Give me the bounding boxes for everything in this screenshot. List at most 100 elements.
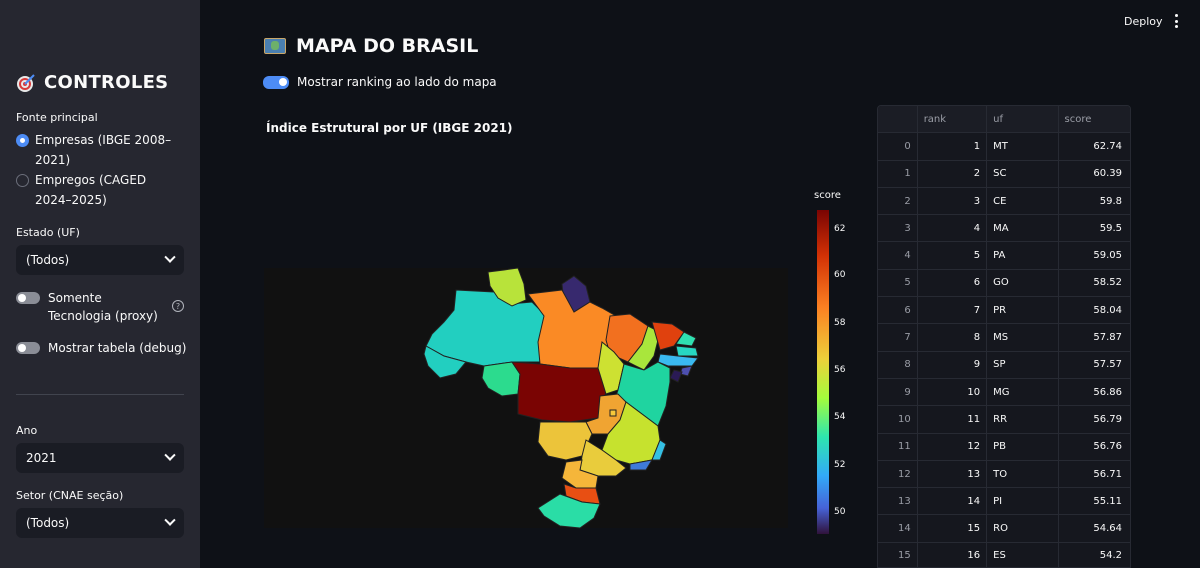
state-es [651,439,667,461]
state-label: Estado (UF) [16,226,80,239]
radio-empresas[interactable]: Empresas (IBGE 2008–2021) [16,130,186,170]
sector-select-value: (Todos) [26,516,70,530]
state-rs [537,493,601,529]
radio-empregos[interactable]: Empregos (CAGED 2024–2025) [16,170,186,210]
row-index: 5 [878,269,918,297]
colorbar-tick: 60 [834,270,846,280]
cell-uf: MS [987,324,1059,351]
radio-unselected-icon[interactable] [16,174,29,187]
debug-toggle-switch[interactable] [16,342,40,354]
row-index: 4 [878,242,918,269]
row-index: 15 [878,542,918,567]
cell-rank: 15 [918,515,988,542]
cell-uf: MA [987,215,1059,242]
debug-toggle[interactable]: Mostrar tabela (debug) [16,339,186,357]
cell-rank: 4 [918,215,988,242]
chevron-down-icon [164,449,176,461]
table-row[interactable]: 12 13 TO 56.71 [878,460,1130,489]
row-index: 9 [878,378,918,406]
radio-selected-icon[interactable] [16,134,29,147]
column-header-rank[interactable]: rank [918,106,988,133]
table-header: rank uf score [878,106,1130,134]
column-header-index[interactable] [878,106,918,133]
state-select[interactable]: (Todos) [16,245,184,275]
ranking-toggle-switch[interactable] [263,75,289,89]
source-label: Fonte principal [16,111,98,124]
table-row[interactable]: 8 9 SP 57.57 [878,351,1130,379]
table-row[interactable]: 13 14 PI 55.11 [878,488,1130,516]
state-rn [675,331,697,347]
colorbar-tick: 54 [834,412,846,422]
cell-score: 56.71 [1093,468,1122,480]
table-row[interactable]: 4 5 PA 59.05 [878,242,1130,270]
table-row[interactable]: 3 4 MA 59.5 [878,215,1130,243]
ranking-toggle-label: Mostrar ranking ao lado do mapa [297,75,497,89]
cell-rank: 12 [918,433,988,460]
row-index: 10 [878,406,918,433]
cell-score: 56.76 [1093,441,1122,453]
colorbar-tick: 50 [834,507,846,517]
cell-uf: RR [987,406,1059,433]
sector-select[interactable]: (Todos) [16,508,184,538]
table-row[interactable]: 5 6 GO 58.52 [878,269,1130,298]
row-index: 11 [878,433,918,460]
cell-uf: SP [987,351,1059,378]
map-title: Índice Estrutural por UF (IBGE 2021) [266,121,513,135]
table-row[interactable]: 2 3 CE 59.8 [878,187,1130,216]
cell-uf: PR [987,297,1059,324]
cell-score: 60.39 [1093,168,1122,180]
row-index: 1 [878,160,918,187]
cell-uf: MT [987,133,1059,160]
state-df [609,409,617,417]
state-ac [423,345,467,379]
cell-rank: 5 [918,242,988,269]
table-row[interactable]: 10 11 RR 56.79 [878,406,1130,434]
ranking-toggle[interactable]: Mostrar ranking ao lado do mapa [263,75,497,89]
table-row[interactable]: 7 8 MS 57.87 [878,324,1130,352]
tech-toggle-switch[interactable] [16,292,40,304]
row-index: 14 [878,515,918,542]
table-row[interactable]: 15 16 ES 54.2 [878,542,1130,567]
ranking-table[interactable]: rank uf score 0 1 MT 62.74 1 2 SC 60.39 2 3 CE 59.8… [877,105,1131,568]
table-row[interactable]: 1 2 SC 60.39 [878,160,1130,188]
cell-rank: 10 [918,378,988,406]
row-index: 6 [878,297,918,324]
cell-uf: CE [987,187,1059,215]
row-index: 0 [878,133,918,160]
colorbar-tick: 52 [834,460,846,470]
state-rr [487,267,527,307]
table-body: 0 1 MT 62.74 1 2 SC 60.39 2 3 CE 59.8 3 4 MA 59.5 4 5 PA 59… [878,133,1130,567]
column-header-uf[interactable]: uf [987,106,1059,133]
sector-label: Setor (CNAE seção) [16,489,124,502]
table-row[interactable]: 6 7 PR 58.04 [878,297,1130,325]
table-row[interactable]: 9 10 MG 56.86 [878,378,1130,407]
state-ce [651,321,685,351]
cell-uf: RO [987,515,1059,542]
tech-toggle[interactable]: Somente Tecnologia (proxy) [16,289,166,325]
cell-uf: ES [987,542,1059,567]
help-icon[interactable]: ? [172,300,184,312]
radio-empregos-label: Empregos (CAGED 2024–2025) [35,173,147,207]
sidebar: CONTROLES Fonte principal Empresas (IBGE… [0,0,200,568]
year-select[interactable]: 2021 [16,443,184,473]
cell-score: 56.86 [1093,386,1122,398]
cell-rank: 3 [918,187,988,215]
cell-rank: 1 [918,133,988,160]
page-title: MAPA DO BRASIL [264,34,478,58]
table-row[interactable]: 0 1 MT 62.74 [878,133,1130,161]
cell-uf: TO [987,460,1059,488]
deploy-button[interactable]: Deploy [1124,15,1163,28]
brazil-choropleth-map[interactable] [420,264,710,530]
column-header-score[interactable]: score [1064,113,1092,125]
table-row[interactable]: 11 12 PB 56.76 [878,433,1130,461]
cell-score: 58.04 [1093,304,1122,316]
kebab-menu-icon[interactable] [1170,14,1182,28]
cell-rank: 13 [918,460,988,488]
cell-score: 54.64 [1093,523,1122,535]
colorbar [817,210,829,534]
table-row[interactable]: 14 15 RO 54.64 [878,515,1130,543]
cell-rank: 16 [918,542,988,567]
cell-score: 59.5 [1099,222,1122,234]
colorbar-tick: 62 [834,224,846,234]
state-am [425,289,547,367]
